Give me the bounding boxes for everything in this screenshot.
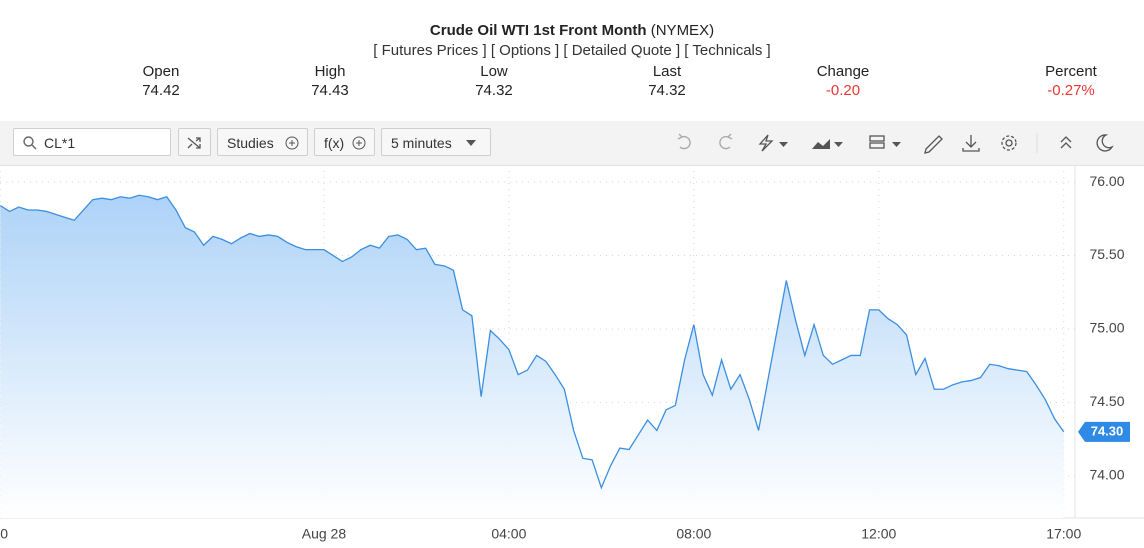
quote-header: Crude Oil WTI 1st Front Month (NYMEX) [ …: [0, 0, 1144, 120]
link[interactable]: [ Futures Prices ]: [373, 42, 487, 59]
quote-value: 74.32: [475, 82, 513, 99]
price-line: [0, 194, 1065, 490]
title: Crude Oil WTI 1st Front Month: [429, 22, 647, 39]
quote-item: High 74.43: [250, 63, 410, 99]
x-tick-label: Aug 28: [302, 526, 347, 542]
link[interactable]: [ Options ]: [490, 42, 560, 59]
fx-label: f(x): [324, 135, 345, 151]
toolbar-icons: [677, 133, 1114, 154]
exchange: (NYMEX): [650, 22, 715, 39]
axis-layer: 74.00 74.50 75.00 75.50 76.00 00 Aug 28 04:00 08…: [0, 173, 1130, 542]
quote-value: 74.42: [142, 82, 180, 99]
search-icon: [23, 136, 37, 150]
studies-button[interactable]: Studies: [217, 128, 308, 156]
x-tick-label: 12:00: [861, 526, 896, 542]
toolbar: CL*1 Studies f(x) 5 minutes: [0, 121, 1144, 166]
y-tick-label: 75.50: [1089, 246, 1124, 262]
quote-value: 74.32: [648, 82, 686, 99]
link[interactable]: [ Detailed Quote ]: [563, 42, 681, 59]
quote-item: Percent -0.27%: [991, 63, 1144, 99]
area-fill: [0, 195, 1064, 518]
quote-value: -0.20: [825, 82, 861, 99]
studies-label: Studies: [227, 135, 274, 151]
symbol-input[interactable]: CL*1: [13, 128, 171, 156]
quote-label: Last: [652, 63, 682, 80]
y-tick-label: 74.00: [1089, 467, 1124, 483]
title-row: Crude Oil WTI 1st Front Month (NYMEX): [0, 22, 1144, 39]
quote-label: Change: [816, 63, 870, 80]
interval-label: 5 minutes: [391, 135, 452, 151]
quote-item: Change -0.20: [763, 63, 923, 99]
links: [ Futures Prices ] [ Options ] [ Detaile…: [0, 42, 1144, 59]
quote-item: Low 74.32: [414, 63, 574, 99]
shuffle-icon: [187, 137, 201, 149]
x-tick-label: 17:00: [1046, 526, 1081, 542]
quote-label: Low: [480, 63, 508, 80]
x-tick-label: 08:00: [676, 526, 711, 542]
quote-label: Open: [142, 63, 180, 80]
compare-button[interactable]: [178, 128, 211, 156]
plus-icon: [352, 136, 366, 150]
y-tick-label: 75.00: [1089, 320, 1124, 336]
quote-label: High: [314, 63, 346, 80]
dropdown-icon: [466, 140, 476, 146]
x-tick-label: 00: [0, 526, 8, 542]
quote-value: 74.43: [311, 82, 349, 99]
x-tick-label: 04:00: [491, 526, 526, 542]
quote-label: Percent: [1045, 63, 1097, 80]
y-tick-label: 76.00: [1089, 173, 1124, 189]
y-tick-label: 74.50: [1089, 393, 1124, 409]
quote-item: Last 74.32: [587, 63, 747, 99]
link[interactable]: [ Technicals ]: [684, 42, 771, 59]
price-marker: [1078, 421, 1130, 442]
quote-item: Open 74.42: [81, 63, 241, 99]
plot-layer: [0, 165, 1075, 518]
price-marker-label: 74.30: [1091, 423, 1124, 438]
plus-icon: [285, 136, 299, 150]
quote-value: -0.27%: [1047, 82, 1095, 99]
